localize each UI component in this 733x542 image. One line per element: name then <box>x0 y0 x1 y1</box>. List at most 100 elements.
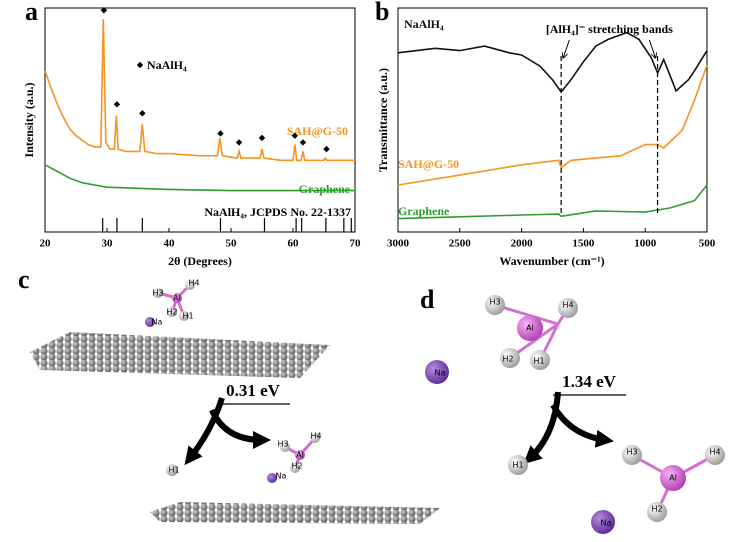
atom <box>185 280 195 290</box>
atom-label: Na <box>152 318 163 327</box>
atom <box>145 317 155 327</box>
x-tick-label: 70 <box>350 238 362 250</box>
energy-label: 0.31 eV <box>226 381 281 400</box>
atom <box>500 348 520 368</box>
peak-marker <box>139 110 146 117</box>
series-label: Graphene <box>398 204 450 218</box>
atom-label: H4 <box>709 448 720 457</box>
atom-label: H2 <box>651 505 662 514</box>
x-tick-label: 30 <box>102 238 114 250</box>
atom-label: Na <box>276 472 287 481</box>
arrow <box>209 408 271 449</box>
plot-frame <box>397 7 708 233</box>
bond <box>494 303 559 326</box>
atom <box>166 464 178 476</box>
x-axis-label: 2θ (Degrees) <box>168 254 232 268</box>
arrow <box>523 391 561 465</box>
series-label: NaAlH₄ <box>404 17 444 31</box>
y-axis-label: Transmittance (a.u.) <box>376 68 390 172</box>
atom-label: Al <box>526 324 534 333</box>
x-tick-label: 2500 <box>449 238 472 250</box>
legend-label: NaAlH₄ <box>147 58 187 72</box>
x-tick-label: 60 <box>288 238 300 250</box>
x-tick-label: 1000 <box>634 238 657 250</box>
peak-marker <box>323 145 330 153</box>
x-tick-label: 20 <box>40 238 52 250</box>
atom-label: H2 <box>502 355 513 364</box>
atom <box>267 473 277 483</box>
x-tick-label: 3000 <box>387 238 410 250</box>
atom <box>517 315 543 341</box>
graphene-sheet <box>30 332 330 378</box>
x-tick-label: 40 <box>164 238 176 250</box>
panel-label: a <box>25 0 38 26</box>
atom <box>167 307 177 317</box>
annotation-arrow <box>648 39 655 58</box>
panel-label: b <box>375 0 389 26</box>
series-line <box>44 19 355 162</box>
peak-marker <box>113 101 121 108</box>
atom <box>647 502 667 522</box>
atom-label: H3 <box>152 289 163 298</box>
atom <box>425 360 449 384</box>
atom <box>485 295 505 315</box>
arrow <box>184 397 225 466</box>
atom-label: Na <box>601 519 612 528</box>
peak-marker <box>235 139 243 146</box>
atom-label: H1 <box>533 357 544 366</box>
arrow <box>550 403 614 448</box>
atom <box>179 311 189 321</box>
atom-label: H4 <box>310 432 321 441</box>
series-line <box>397 31 708 94</box>
atom-label: Al <box>296 451 304 460</box>
annotation-arrow <box>563 39 570 58</box>
atom <box>295 450 305 460</box>
x-tick-label: 500 <box>699 238 716 250</box>
atom <box>290 463 300 473</box>
atom-label: H3 <box>626 448 637 457</box>
atom-label: H2 <box>166 308 177 317</box>
peak-marker <box>258 134 266 142</box>
atom <box>172 293 182 303</box>
atom-label: H4 <box>562 301 573 310</box>
series-line <box>397 64 708 186</box>
atom <box>705 445 725 465</box>
series-label: Graphene <box>299 182 351 196</box>
reference-label: NaAlH₄, JCPDS No. 22-1337 <box>204 205 351 219</box>
peak-marker <box>291 132 299 139</box>
atom-label: H1 <box>512 461 523 470</box>
series-line <box>44 164 355 192</box>
legend-marker <box>136 61 144 69</box>
atom <box>660 465 686 491</box>
atom-label: H3 <box>489 298 500 307</box>
x-tick-label: 1500 <box>572 238 595 250</box>
atom-label: H4 <box>188 279 199 288</box>
atom <box>508 455 528 475</box>
atom-label: Na <box>435 369 446 378</box>
atom <box>310 433 320 443</box>
atom <box>280 442 290 452</box>
series-label: SAH@G-50 <box>287 124 348 138</box>
atom-label: H1 <box>168 466 179 475</box>
annotation: [AlH₄]⁻ stretching bands <box>546 22 673 36</box>
energy-label: 1.34 eV <box>562 372 617 391</box>
atom <box>622 445 642 465</box>
atom <box>591 510 615 534</box>
peak-marker <box>217 130 224 137</box>
graphene-sheet <box>150 502 440 524</box>
series-line <box>397 184 708 220</box>
x-tick-label: 50 <box>226 238 238 250</box>
panel-label: c <box>18 265 30 294</box>
atom-label: H2 <box>291 462 302 471</box>
atom <box>153 288 163 298</box>
atom-label: Al <box>173 294 181 303</box>
y-axis-label: Intensity (a.u.) <box>22 82 36 157</box>
atom <box>558 298 578 318</box>
atom-label: Al <box>669 474 677 483</box>
panel-label: d <box>420 285 435 314</box>
x-axis-label: Wavenumber (cm⁻¹) <box>499 254 604 268</box>
peak-marker <box>299 139 307 146</box>
atom-label: H1 <box>182 312 193 321</box>
peak-marker <box>100 7 108 14</box>
